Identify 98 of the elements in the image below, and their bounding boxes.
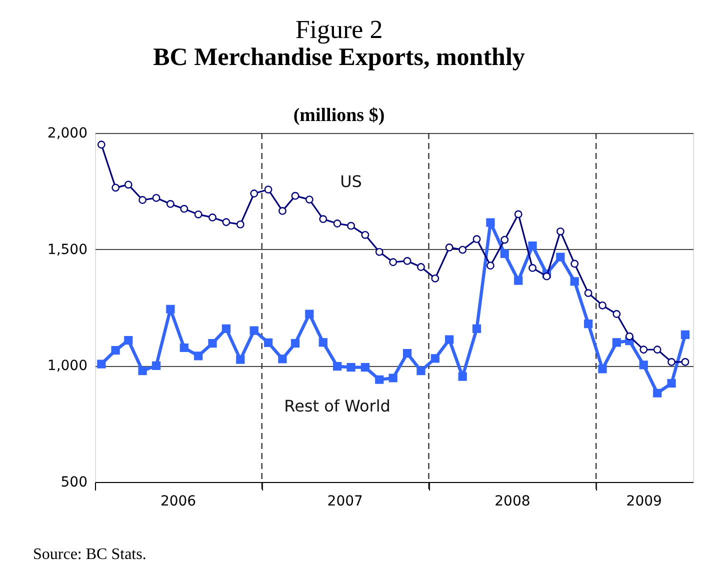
point xyxy=(278,206,286,215)
point xyxy=(528,264,536,272)
point xyxy=(640,346,648,354)
point xyxy=(667,379,676,388)
point xyxy=(138,366,147,376)
y-tick-label: 500 xyxy=(60,474,88,490)
point xyxy=(111,346,120,355)
point xyxy=(598,364,607,374)
point xyxy=(333,220,342,228)
point xyxy=(472,235,481,244)
point xyxy=(639,360,648,370)
point xyxy=(152,194,160,202)
point xyxy=(278,354,287,364)
point xyxy=(375,375,384,384)
point xyxy=(208,214,216,222)
point xyxy=(598,301,606,310)
point xyxy=(458,246,467,254)
point xyxy=(472,324,482,333)
x-tick-label: 2006 xyxy=(160,494,196,510)
point xyxy=(305,196,314,204)
point xyxy=(668,358,676,366)
point xyxy=(528,242,537,250)
point xyxy=(570,277,579,286)
point xyxy=(236,355,245,364)
chart-subtitle: BC Merchandise Exports, monthly xyxy=(153,44,526,71)
point xyxy=(584,319,593,328)
series-label: US xyxy=(340,172,362,191)
point xyxy=(402,349,412,358)
point xyxy=(431,274,440,282)
point xyxy=(612,310,621,318)
point xyxy=(389,258,398,266)
point xyxy=(97,140,106,149)
point xyxy=(112,184,120,192)
point xyxy=(653,388,662,398)
point xyxy=(166,304,175,314)
point xyxy=(236,220,244,228)
point xyxy=(361,230,370,239)
point xyxy=(584,289,592,298)
point xyxy=(152,361,161,370)
x-tick-label: 2008 xyxy=(494,494,530,510)
point xyxy=(570,260,579,268)
point xyxy=(250,326,258,335)
point xyxy=(124,336,133,345)
point xyxy=(612,338,621,347)
point xyxy=(166,200,174,208)
point xyxy=(542,272,551,280)
point xyxy=(319,215,328,224)
y-tick-label: 1,000 xyxy=(47,358,88,374)
point xyxy=(486,218,495,227)
point xyxy=(375,248,384,256)
point xyxy=(180,204,188,213)
point xyxy=(222,218,230,226)
y-tick-label: 2,000 xyxy=(47,126,88,142)
point xyxy=(318,338,328,347)
point xyxy=(681,358,690,366)
point xyxy=(264,338,273,347)
point xyxy=(514,276,523,285)
point xyxy=(403,257,412,265)
point xyxy=(680,330,690,340)
y-tick-label: 1,500 xyxy=(47,242,88,258)
point xyxy=(305,310,314,318)
point xyxy=(417,263,425,271)
point xyxy=(346,362,356,372)
point xyxy=(500,236,509,244)
point xyxy=(556,252,565,262)
point xyxy=(653,346,662,354)
chart-title: Figure 2 xyxy=(295,15,383,44)
point xyxy=(445,335,454,344)
point xyxy=(208,339,217,348)
point xyxy=(291,192,300,200)
point xyxy=(514,210,522,218)
point xyxy=(290,339,300,348)
point xyxy=(138,196,146,204)
point xyxy=(500,249,509,258)
point xyxy=(97,360,106,368)
point xyxy=(445,244,454,252)
point xyxy=(458,372,467,381)
point xyxy=(124,180,132,189)
point xyxy=(625,332,634,340)
point xyxy=(333,362,342,371)
point xyxy=(360,362,370,372)
point xyxy=(264,186,272,194)
point xyxy=(486,262,494,270)
point xyxy=(347,222,355,230)
point xyxy=(222,324,231,333)
y-axis-title: (millions $) xyxy=(293,105,385,126)
x-tick-label: 2007 xyxy=(327,494,363,510)
point xyxy=(430,354,440,363)
point xyxy=(194,352,203,360)
point xyxy=(250,190,258,198)
point xyxy=(388,374,398,382)
source-note: Source: BC Stats. xyxy=(33,546,146,563)
point xyxy=(194,210,202,218)
series-label: Rest of World xyxy=(284,396,390,416)
point xyxy=(556,227,564,236)
point xyxy=(180,343,188,352)
x-tick-label: 2009 xyxy=(626,494,662,510)
point xyxy=(416,366,426,376)
